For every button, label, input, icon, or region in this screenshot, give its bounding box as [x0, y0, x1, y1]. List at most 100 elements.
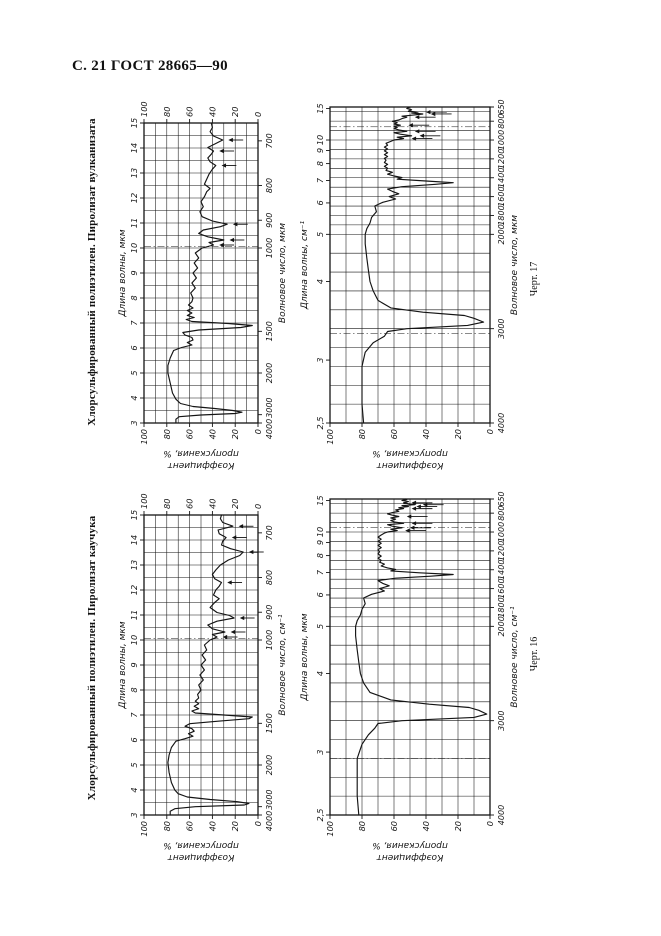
svg-text:9: 9 — [315, 148, 325, 153]
svg-text:4000: 4000 — [497, 413, 506, 433]
svg-text:Длина волны, мкм: Длина волны, мкм — [118, 621, 128, 709]
svg-text:60: 60 — [185, 499, 195, 509]
svg-text:800: 800 — [265, 570, 274, 585]
svg-text:14: 14 — [129, 143, 139, 153]
svg-text:700: 700 — [265, 133, 274, 148]
svg-text:4000: 4000 — [265, 419, 274, 439]
svg-text:20: 20 — [453, 429, 463, 439]
svg-text:10: 10 — [315, 527, 325, 537]
svg-text:4: 4 — [315, 671, 325, 676]
svg-text:пропускания, %: пропускания, % — [372, 840, 448, 850]
svg-text:100: 100 — [139, 101, 149, 117]
svg-text:9: 9 — [129, 662, 139, 667]
svg-text:6: 6 — [129, 737, 139, 742]
svg-text:40: 40 — [207, 499, 217, 509]
svg-text:3: 3 — [129, 812, 139, 817]
figure-16-wavenumber-spectrum-chart: 2,5 3 4 5 6 7 8 9 10 15 Длина волны, мкм 4000 3000 20… — [296, 487, 520, 867]
svg-text:1000: 1000 — [497, 130, 506, 150]
svg-text:1200: 1200 — [497, 541, 506, 561]
svg-text:20: 20 — [453, 821, 463, 831]
svg-text:Длина волны, см⁻¹: Длина волны, см⁻¹ — [300, 220, 310, 310]
svg-text:пропускания, %: пропускания, % — [372, 448, 448, 458]
svg-text:11: 11 — [129, 218, 139, 228]
svg-text:80: 80 — [357, 429, 367, 439]
svg-text:2,5: 2,5 — [315, 416, 325, 429]
svg-text:2000: 2000 — [497, 224, 506, 244]
svg-text:4: 4 — [315, 279, 325, 284]
svg-text:12: 12 — [129, 585, 139, 595]
svg-text:0: 0 — [253, 504, 263, 509]
svg-text:13: 13 — [129, 168, 139, 178]
svg-text:0: 0 — [253, 821, 263, 826]
svg-text:5: 5 — [129, 762, 139, 767]
svg-text:2000: 2000 — [497, 616, 506, 636]
svg-text:12: 12 — [129, 193, 139, 203]
svg-text:Длина волны, мкм: Длина волны, мкм — [300, 613, 310, 701]
svg-text:1000: 1000 — [265, 630, 274, 650]
svg-text:60: 60 — [185, 429, 195, 439]
svg-text:13: 13 — [129, 560, 139, 570]
svg-text:Коэффициент: Коэффициент — [167, 460, 234, 470]
svg-text:1600: 1600 — [497, 578, 506, 598]
svg-text:20: 20 — [230, 499, 240, 509]
svg-text:80: 80 — [162, 499, 172, 509]
svg-text:3000: 3000 — [265, 789, 274, 809]
svg-text:4: 4 — [129, 787, 139, 792]
svg-text:6: 6 — [129, 345, 139, 350]
svg-text:7: 7 — [129, 712, 139, 718]
svg-text:3: 3 — [315, 749, 325, 754]
svg-text:100: 100 — [325, 821, 335, 837]
svg-text:3000: 3000 — [497, 318, 506, 338]
svg-text:100: 100 — [139, 429, 149, 445]
svg-text:1800: 1800 — [497, 597, 506, 617]
svg-text:4000: 4000 — [265, 811, 274, 831]
svg-text:9: 9 — [315, 540, 325, 545]
svg-text:0: 0 — [485, 821, 495, 826]
svg-text:9: 9 — [129, 270, 139, 275]
svg-text:2,5: 2,5 — [315, 808, 325, 821]
svg-text:40: 40 — [421, 821, 431, 831]
svg-text:40: 40 — [207, 107, 217, 117]
svg-text:8: 8 — [315, 161, 325, 166]
svg-text:100: 100 — [139, 493, 149, 509]
svg-text:0: 0 — [253, 112, 263, 117]
svg-text:7: 7 — [315, 569, 325, 575]
figure-17-label: Черт. 17 — [529, 261, 540, 297]
svg-text:Волновое число, мкм: Волновое число, мкм — [278, 223, 288, 323]
svg-text:60: 60 — [389, 821, 399, 831]
svg-text:10: 10 — [129, 635, 139, 645]
svg-text:1400: 1400 — [497, 168, 506, 188]
svg-text:100: 100 — [325, 429, 335, 445]
svg-text:2000: 2000 — [265, 363, 274, 383]
svg-text:пропускания, %: пропускания, % — [163, 840, 239, 850]
svg-text:60: 60 — [185, 821, 195, 831]
svg-text:8: 8 — [315, 553, 325, 558]
figure-17-side-caption: Хлорсульфированный полиэтилен. Пиролизат… — [86, 118, 98, 426]
svg-text:5: 5 — [129, 370, 139, 375]
svg-text:20: 20 — [230, 107, 240, 117]
svg-text:1000: 1000 — [265, 238, 274, 258]
svg-text:Коэффициент: Коэффициент — [376, 460, 443, 470]
svg-text:20: 20 — [230, 429, 240, 439]
svg-text:3000: 3000 — [265, 397, 274, 417]
svg-text:900: 900 — [265, 605, 274, 620]
svg-text:6: 6 — [315, 592, 325, 597]
svg-text:11: 11 — [129, 610, 139, 620]
svg-text:Волновое число, см⁻¹: Волновое число, см⁻¹ — [278, 614, 288, 716]
svg-text:4: 4 — [129, 395, 139, 400]
svg-text:60: 60 — [389, 429, 399, 439]
svg-text:40: 40 — [421, 429, 431, 439]
svg-text:1200: 1200 — [497, 149, 506, 169]
svg-text:10: 10 — [315, 135, 325, 145]
svg-text:7: 7 — [315, 177, 325, 183]
svg-text:Волновое число, см⁻¹: Волновое число, см⁻¹ — [510, 606, 520, 708]
figure-16-wavelength-spectrum-chart: 3 4 5 6 7 8 9 10 11 12 13 14 15 Длина волны, мкм 4000 3… — [114, 487, 304, 867]
svg-text:15: 15 — [129, 118, 139, 128]
svg-text:Волновое число, мкм: Волновое число, мкм — [510, 215, 520, 315]
svg-text:1500: 1500 — [265, 713, 274, 733]
svg-text:5: 5 — [315, 624, 325, 629]
svg-text:15: 15 — [315, 495, 325, 505]
